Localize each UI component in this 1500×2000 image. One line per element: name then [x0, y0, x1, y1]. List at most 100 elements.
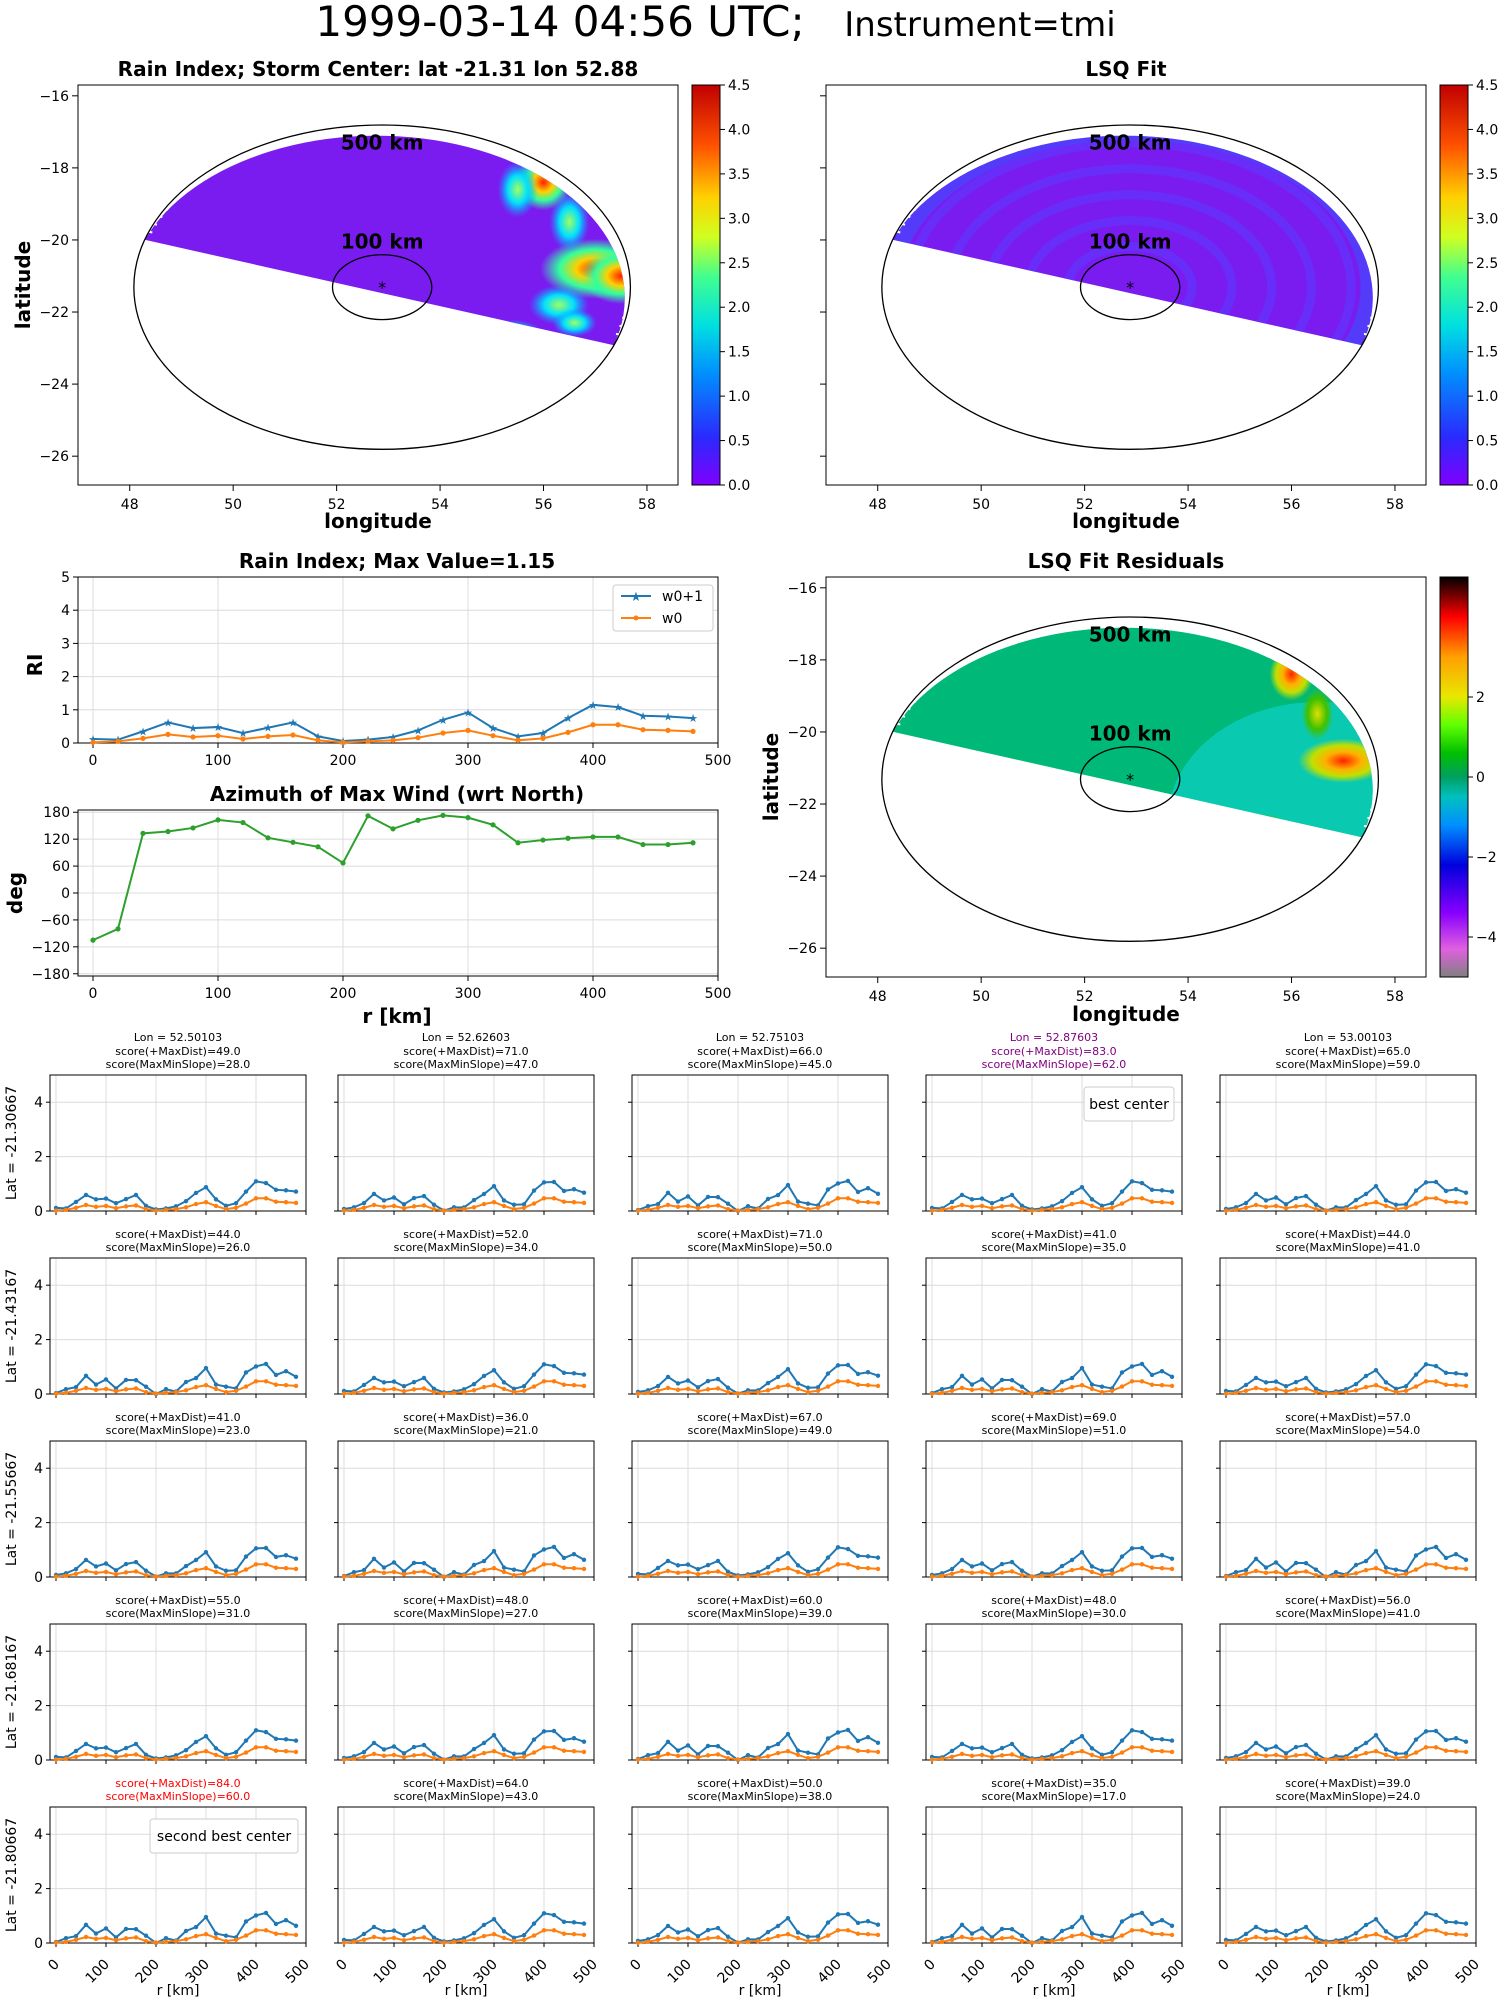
cell-point [481, 1933, 487, 1939]
cell-point [1373, 1200, 1379, 1205]
cell-point [695, 1385, 701, 1390]
cell-point [351, 1573, 357, 1579]
x-tick-label: 0 [89, 753, 98, 769]
cell-point [725, 1385, 731, 1390]
cell-point [745, 1207, 751, 1213]
data-point: ★ [288, 716, 298, 729]
cell-point [969, 1570, 975, 1576]
cell-point [725, 1938, 731, 1944]
y-tick-label: 2 [34, 1516, 43, 1532]
data-point [390, 826, 396, 832]
cell-point [1099, 1568, 1105, 1573]
x-tick-label: 300 [455, 986, 482, 1002]
cell-point [501, 1929, 507, 1934]
y-tick-label: 4 [34, 1461, 43, 1477]
cell-point [63, 1756, 69, 1762]
cell-point [1423, 1180, 1429, 1185]
cell-point [491, 1732, 497, 1738]
cell-point [183, 1379, 189, 1385]
cell-point [1463, 1932, 1469, 1938]
cell-point [223, 1206, 229, 1212]
cell-point [1049, 1572, 1055, 1578]
x-tick-label: 400 [815, 1957, 845, 1987]
cell-point [1393, 1938, 1399, 1944]
cell-point [845, 1745, 851, 1750]
cell-point [675, 1753, 681, 1759]
cell-point [143, 1572, 149, 1578]
cell-point [1243, 1567, 1249, 1573]
cell-point [411, 1560, 417, 1566]
cell-point [845, 1562, 851, 1567]
data-point: ★ [188, 722, 198, 735]
cell-point [1293, 1387, 1299, 1392]
cell-point [93, 1931, 99, 1936]
cell-point [491, 1749, 497, 1754]
fit-ring [892, 135, 1373, 346]
cell-point [481, 1567, 487, 1573]
cell-point [73, 1571, 79, 1576]
cell-point [1233, 1207, 1239, 1213]
cell-point [491, 1383, 497, 1388]
cell-point [1233, 1939, 1239, 1945]
cell-point [63, 1936, 69, 1941]
cell-point [551, 1562, 557, 1567]
cell-point [113, 1750, 119, 1755]
cell-point [421, 1560, 427, 1566]
cell-point [1453, 1736, 1459, 1741]
cell-point [1463, 1921, 1469, 1926]
y-tick-label: −24 [787, 869, 817, 885]
cell-point [949, 1384, 955, 1390]
residual-feature [1143, 864, 1223, 888]
cell-xlabel: r [km] [739, 1983, 782, 1999]
cell-point [1223, 1208, 1229, 1213]
cell-point [1029, 1574, 1035, 1579]
cell-point [715, 1558, 721, 1564]
cell-point [795, 1935, 801, 1941]
cell-point [203, 1200, 209, 1205]
cell-point [381, 1753, 387, 1759]
cell-point [73, 1384, 79, 1390]
cell-point [1453, 1749, 1459, 1754]
cell-score-maxdist: score(+MaxDist)=56.0 [1285, 1594, 1410, 1607]
cell-point [1383, 1929, 1389, 1934]
cell-point [785, 1366, 791, 1372]
cell-point [511, 1202, 517, 1207]
cell-point [113, 1389, 119, 1394]
cell-point [725, 1750, 731, 1755]
cell-point [855, 1553, 861, 1559]
cell-point [855, 1738, 861, 1744]
cell-point [421, 1569, 427, 1574]
cell-point [411, 1936, 417, 1941]
cell-point [1353, 1937, 1359, 1942]
cell-point [1059, 1379, 1065, 1385]
cell-point [1443, 1748, 1449, 1753]
cell-point [1433, 1912, 1439, 1918]
colorbar-tick-label: 0.5 [728, 434, 750, 450]
x-tick-label: 58 [638, 497, 656, 513]
cell-frame [337, 1806, 595, 1944]
cell-point [193, 1384, 199, 1390]
cell-point [655, 1571, 661, 1576]
cell-point [835, 1745, 841, 1750]
cell-point [361, 1931, 367, 1937]
cell-point [213, 1382, 219, 1387]
cell-point [1069, 1750, 1075, 1756]
cell-point [173, 1755, 179, 1761]
cell-point [1169, 1374, 1175, 1379]
cell-point [431, 1206, 437, 1212]
cell-point [845, 1362, 851, 1368]
lsq-residuals-ylabel: latitude [759, 733, 783, 821]
cell-point [401, 1751, 407, 1756]
cell-point [361, 1567, 367, 1573]
cell-point [1293, 1560, 1299, 1566]
cell-lon-title: Lon = 52.75103 [716, 1031, 804, 1044]
cell-point [1333, 1939, 1339, 1945]
storm-center-marker: * [1126, 770, 1134, 789]
x-tick-label: 50 [972, 989, 990, 1005]
cell-point [1393, 1389, 1399, 1395]
cell-frame [1219, 1257, 1477, 1395]
y-tick-label: 180 [43, 805, 70, 821]
cell-point [655, 1932, 661, 1938]
grid-cell-r5-c4: score(+MaxDist)=35.0score(MaxMinSlope)=1… [921, 1777, 1189, 1999]
cell-point [765, 1745, 771, 1751]
